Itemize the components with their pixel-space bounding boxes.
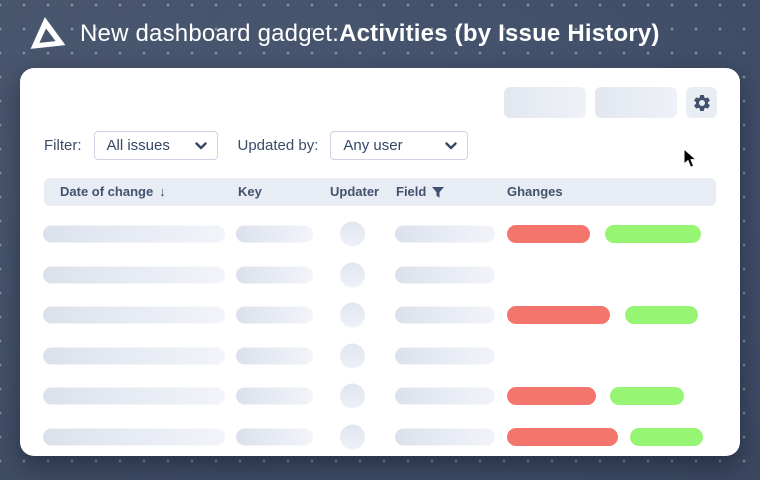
column-header-key: Key [238, 184, 262, 199]
gear-icon [693, 94, 710, 111]
page-title: New dashboard gadget: Activities (by Iss… [80, 0, 660, 68]
chevron-down-icon [445, 141, 458, 149]
change-removed-pill [507, 306, 610, 325]
toolbar-button-skeleton-1[interactable] [504, 87, 586, 118]
table-row[interactable] [20, 417, 740, 458]
table-row[interactable] [20, 336, 740, 377]
issue-filter-value: All issues [106, 137, 170, 154]
change-removed-pill [507, 387, 596, 406]
date-skeleton [43, 428, 225, 446]
field-skeleton [395, 428, 495, 446]
updated-by-select[interactable]: Any user [330, 131, 469, 160]
key-skeleton [236, 225, 313, 243]
toolbar [504, 87, 717, 118]
change-removed-pill [507, 427, 618, 446]
date-skeleton [43, 347, 225, 365]
change-added-pill [630, 427, 703, 446]
column-header-field[interactable]: Field [396, 178, 445, 206]
date-skeleton [43, 266, 225, 284]
key-skeleton [236, 387, 313, 405]
column-header-changes: Ghanges [507, 184, 563, 199]
mouse-cursor [683, 148, 697, 168]
page-title-prefix: New dashboard gadget: [80, 20, 340, 47]
app-logo [30, 17, 66, 49]
change-added-pill [610, 387, 684, 406]
key-skeleton [236, 428, 313, 446]
sort-descending-icon[interactable]: ↓ [159, 184, 166, 199]
table-row[interactable] [20, 376, 740, 417]
field-skeleton [395, 306, 495, 324]
toolbar-button-skeleton-2[interactable] [595, 87, 677, 118]
filter-funnel-icon[interactable] [432, 187, 445, 198]
column-header-updater: Updater [330, 184, 380, 199]
key-skeleton [236, 266, 313, 284]
chevron-down-icon [194, 141, 207, 149]
updater-avatar [340, 424, 365, 450]
date-skeleton [43, 306, 225, 324]
page-title-emphasis: Activities (by Issue History) [339, 20, 660, 47]
change-added-pill [605, 225, 701, 244]
table-rows [20, 214, 740, 457]
updater-avatar [340, 383, 365, 409]
date-skeleton [43, 387, 225, 405]
table-header: Date of change ↓ Key Updater Field Ghang… [44, 178, 716, 206]
key-skeleton [236, 306, 313, 324]
change-removed-pill [507, 225, 590, 244]
table-row[interactable] [20, 214, 740, 255]
change-added-pill [625, 306, 698, 325]
key-skeleton [236, 347, 313, 365]
date-skeleton [43, 225, 225, 243]
settings-button[interactable] [686, 87, 717, 118]
updater-avatar [340, 221, 365, 247]
updater-avatar [340, 262, 365, 288]
gadget-card: Filter: All issues Updated by: Any user … [20, 68, 740, 456]
column-header-date-of-change[interactable]: Date of change ↓ [60, 178, 166, 206]
field-skeleton [395, 266, 495, 284]
field-skeleton [395, 225, 495, 243]
filter-label: Filter: [44, 137, 82, 154]
updater-avatar [340, 302, 365, 328]
issue-filter-select[interactable]: All issues [93, 131, 218, 160]
updater-avatar [340, 343, 365, 369]
field-skeleton [395, 387, 495, 405]
updated-by-value: Any user [343, 137, 403, 154]
updated-by-label: Updated by: [237, 137, 319, 154]
filter-bar: Filter: All issues Updated by: Any user [44, 131, 469, 160]
table-row[interactable] [20, 295, 740, 336]
table-row[interactable] [20, 255, 740, 296]
field-skeleton [395, 347, 495, 365]
